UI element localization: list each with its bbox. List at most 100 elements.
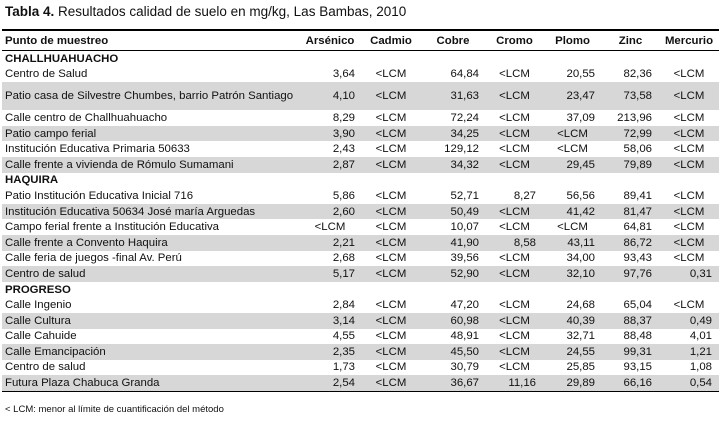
table-row: Calle frente a Convento Haquira 2,21 <LCM 4… [2, 234, 719, 251]
cell-cromo: <LCM [499, 361, 530, 374]
cell-cromo: <LCM [486, 203, 543, 220]
cell-plomo: 34,00 [566, 252, 595, 265]
cell-mercurio: <LCM [673, 68, 705, 81]
cell-cobre: 48,91 [450, 330, 479, 343]
cell-cadmio: <LCM [375, 361, 407, 374]
cell-plomo: 24,55 [543, 344, 602, 360]
cell-cromo: <LCM [486, 312, 543, 329]
cell-mercurio: <LCM [659, 125, 719, 142]
cell-plomo: 25,85 [566, 361, 595, 374]
cell-mercurio: <LCM [659, 156, 719, 173]
cell-cobre: 30,79 [450, 361, 479, 374]
table-body: CHALLHUAHUACHO Centro de Salud 3,64 <LCM 64,… [2, 51, 719, 392]
table-row: Calle Cultura 3,14 <LCM 60,98 <LCM 40,39 88,37… [2, 312, 719, 329]
cell-cromo: <LCM [486, 344, 543, 360]
cell-cromo: <LCM [499, 68, 530, 81]
cell-zinc: 58,06 [623, 143, 652, 156]
cell-plomo: 56,56 [566, 189, 595, 202]
header-punto: Punto de muestreo [5, 34, 109, 47]
cell-mercurio: <LCM [673, 111, 705, 124]
cell-cadmio: <LCM [375, 221, 407, 234]
cell-punto: Calle frente a Convento Haquira [2, 234, 298, 251]
table-row: Calle centro de Challhuahuacho 8,29 <LCM 72… [2, 110, 719, 126]
cell-arsenico: 5,17 [298, 266, 362, 282]
cell-arsenico: 4,10 [298, 82, 362, 111]
cell-punto: Centro de Salud [5, 68, 88, 81]
cell-cobre: 60,98 [420, 312, 486, 329]
cell-punto: Institución Educativa 50634 José maría A… [2, 203, 298, 220]
cell-arsenico: 8,29 [332, 111, 355, 124]
cell-cobre: 34,32 [420, 156, 486, 173]
cell-cadmio: <LCM [375, 252, 407, 265]
cell-cromo: <LCM [486, 266, 543, 282]
cell-cromo: 8,27 [513, 189, 536, 202]
table-row: Calle Cahuide 4,55 <LCM 48,91 <LCM 32,71 88,48… [2, 329, 719, 345]
cell-cadmio: <LCM [375, 143, 407, 156]
cell-arsenico: 2,21 [298, 234, 362, 251]
cell-plomo: 23,47 [543, 82, 602, 111]
cell-zinc: 65,04 [623, 299, 652, 312]
cell-zinc: 66,16 [602, 375, 659, 392]
cell-punto: Centro de salud [5, 361, 86, 374]
cell-plomo: 40,39 [543, 312, 602, 329]
cell-punto: Patio casa de Silvestre Chumbes, barrio … [2, 82, 298, 111]
cell-mercurio: 0,54 [659, 375, 719, 392]
header-mercurio: Mercurio [664, 34, 714, 47]
table-header-row: Punto de muestreo Arsénico Cadmio Cobre … [2, 30, 719, 51]
cell-zinc: 93,43 [623, 252, 652, 265]
cell-cadmio: <LCM [375, 330, 407, 343]
table-row: Campo ferial frente a Institución Educat… [2, 219, 719, 235]
table-row: Centro de salud 5,17 <LCM 52,90 <LCM 32,10 97,… [2, 266, 719, 282]
cell-plomo: <LCM [543, 125, 602, 142]
cell-cadmio: <LCM [362, 312, 420, 329]
cell-arsenico: 2,87 [298, 156, 362, 173]
table-row: Calle Emancipación 2,35 <LCM 45,50 <LCM 24,55… [2, 344, 719, 360]
cell-zinc: 81,47 [602, 203, 659, 220]
table-row: Centro de salud 1,73 <LCM 30,79 <LCM 25,85 93,… [2, 360, 719, 376]
results-table: Punto de muestreo Arsénico Cadmio Cobre … [2, 29, 719, 392]
cell-arsenico: 2,84 [332, 299, 355, 312]
table-row: Institución Educativa 50634 José maría A… [2, 203, 719, 220]
cell-zinc: 64,81 [623, 221, 652, 234]
cell-plomo: 24,68 [566, 299, 595, 312]
cell-cadmio: <LCM [362, 375, 420, 392]
table-row: Calle frente a vivienda de Rómulo Sumama… [2, 156, 719, 173]
cell-mercurio: <LCM [659, 234, 719, 251]
cell-arsenico: 3,14 [298, 312, 362, 329]
cell-cadmio: <LCM [362, 266, 420, 282]
cell-cobre: 64,84 [450, 68, 479, 81]
table-row: Patio Institución Educativa Inicial 716 5… [2, 188, 719, 204]
cell-cromo: <LCM [486, 156, 543, 173]
cell-plomo: 32,71 [566, 330, 595, 343]
cell-punto: Calle centro de Challhuahuacho [5, 111, 168, 124]
cell-zinc: 99,31 [602, 344, 659, 360]
cell-cobre: 50,49 [420, 203, 486, 220]
cell-arsenico: 3,64 [332, 68, 355, 81]
section-title: PROGRESO [5, 283, 71, 296]
cell-arsenico: 2,60 [298, 203, 362, 220]
cell-cromo: <LCM [499, 143, 530, 156]
table-caption-text: Resultados calidad de suelo en mg/kg, La… [54, 4, 407, 19]
cell-cobre: 47,20 [450, 299, 479, 312]
cell-cadmio: <LCM [362, 344, 420, 360]
cell-punto: Calle Emancipación [2, 344, 298, 360]
cell-plomo: 41,42 [543, 203, 602, 220]
cell-cobre: 72,24 [450, 111, 479, 124]
cell-punto: Patio campo ferial [2, 125, 298, 142]
cell-plomo: 29,89 [543, 375, 602, 392]
header-cadmio: Cadmio [370, 34, 412, 47]
cell-mercurio: 1,08 [689, 361, 712, 374]
cell-cromo: 11,16 [486, 375, 543, 392]
table-caption: Tabla 4. Resultados calidad de suelo en … [5, 3, 406, 21]
cell-cromo: <LCM [499, 221, 530, 234]
cell-zinc: 86,72 [602, 234, 659, 251]
cell-arsenico: 1,73 [332, 361, 355, 374]
cell-cromo: <LCM [499, 330, 530, 343]
table-row: Futura Plaza Chabuca Granda 2,54 <LCM 36,67… [2, 375, 719, 392]
cell-mercurio: <LCM [659, 82, 719, 111]
table-row: Patio casa de Silvestre Chumbes, barrio … [2, 82, 719, 111]
cell-mercurio: 0,49 [659, 312, 719, 329]
cell-zinc: 89,41 [623, 189, 652, 202]
cell-cromo: <LCM [486, 82, 543, 111]
cell-zinc: 213,96 [617, 111, 652, 124]
